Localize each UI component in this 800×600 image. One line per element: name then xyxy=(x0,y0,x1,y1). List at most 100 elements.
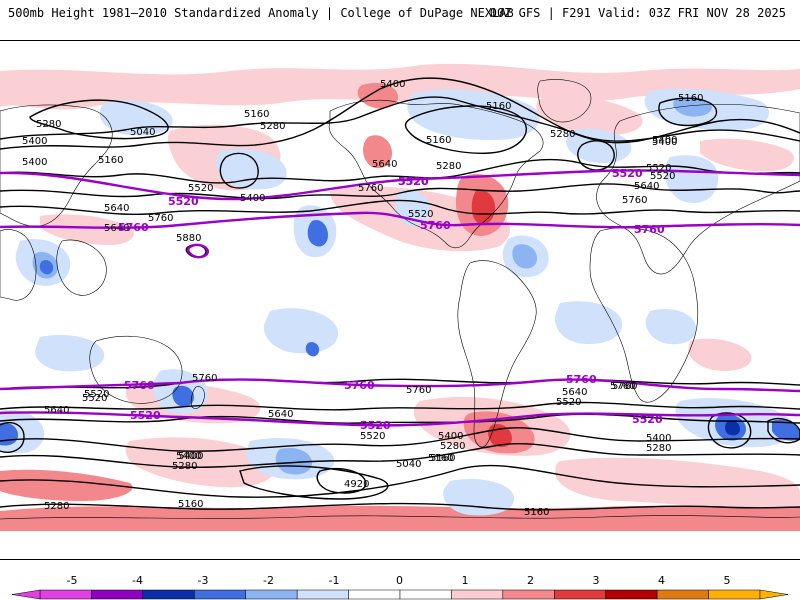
contour-label: 5280 xyxy=(646,443,671,454)
colorbar-segment xyxy=(451,589,504,600)
anomaly-positive-area xyxy=(0,469,133,501)
contour-label: 5160 xyxy=(486,101,511,112)
anomaly-positive-area xyxy=(688,338,752,371)
anomaly-negative-area xyxy=(645,308,697,345)
contour-label: 5640 xyxy=(268,409,293,420)
contour-label: 5640 xyxy=(104,223,129,234)
anomaly-negative-area xyxy=(407,89,540,141)
anomaly-positive-area xyxy=(471,190,496,225)
colorbar-segment xyxy=(502,589,555,600)
contour-5280-antarctic xyxy=(0,502,800,511)
anomaly-positive-area xyxy=(700,138,794,172)
coastline-asia-west xyxy=(0,104,113,227)
colorbar-tick-label: 1 xyxy=(462,574,469,587)
thickness-label: 5760 xyxy=(344,379,375,392)
contour-label: 5520 xyxy=(82,393,107,404)
contour-label: 5400 xyxy=(176,451,201,462)
thickness-label: 5760 xyxy=(118,221,149,234)
colorbar-extend-high xyxy=(759,589,789,600)
contour-label: 5160 xyxy=(678,93,703,104)
anomaly-negative-area xyxy=(725,420,740,436)
colorbar-tick-label: -3 xyxy=(198,574,209,587)
contour-label: 5280 xyxy=(260,121,285,132)
coastlines xyxy=(0,79,800,520)
anomaly-negative-area xyxy=(512,244,538,269)
anomaly-negative-area xyxy=(263,308,339,354)
contour-label: 5160 xyxy=(426,135,451,146)
contour-4920-south xyxy=(316,467,367,494)
anomaly-negative-area xyxy=(307,219,328,247)
contour-label: 5520 xyxy=(650,171,675,182)
thickness-label: 5760 xyxy=(124,379,155,392)
contour-label: 5280 xyxy=(436,161,461,172)
anomaly-positive-area xyxy=(536,96,643,136)
colorbar-segment xyxy=(399,589,452,600)
thickness-label: 5520 xyxy=(130,409,161,422)
coastline-australia xyxy=(89,335,183,404)
contour-label: 5520 xyxy=(360,431,385,442)
colorbar-tick-label: 0 xyxy=(396,574,403,587)
thickness-label: 5760 xyxy=(420,219,451,232)
colorbar-tick-label: 5 xyxy=(724,574,731,587)
anomaly-negative-area xyxy=(772,419,800,441)
contour-label: 5400 xyxy=(652,137,677,148)
anomaly-negative-area xyxy=(566,128,632,164)
contour-label: 5160 xyxy=(524,507,549,518)
map-title: 500mb Height 1981–2010 Standardized Anom… xyxy=(8,6,514,20)
anomaly-negative-area xyxy=(215,149,287,190)
thickness-labels: 5520 5760 5520 5760 5520 5760 5760 5520 … xyxy=(118,167,665,432)
contour-label: 5160 xyxy=(428,453,453,464)
contour-label: 5760 xyxy=(406,385,431,396)
coastline-new-zealand xyxy=(190,386,205,409)
contour-label: 5520 xyxy=(408,209,433,220)
contour-label: 5760 xyxy=(610,381,635,392)
contour-label: 5280 xyxy=(36,119,61,130)
thickness-5520-south xyxy=(0,411,800,427)
contour-vortex xyxy=(767,417,800,444)
colorbar-tick-label: 3 xyxy=(593,574,600,587)
contour-label: 5400 xyxy=(22,157,47,168)
contour-label: 5640 xyxy=(104,203,129,214)
contour-5160-south xyxy=(0,464,800,498)
contour-label: 5760 xyxy=(148,213,173,224)
thickness-5760-north xyxy=(0,211,800,229)
contour-5280-north xyxy=(0,96,800,142)
contour-label: 5520 xyxy=(188,183,213,194)
contour-label: 5760 xyxy=(622,195,647,206)
contour-label: 4920 xyxy=(344,479,369,490)
colorbar-segment xyxy=(554,589,606,600)
thickness-5760-south xyxy=(0,378,800,393)
colorbar-tick-label: 4 xyxy=(658,574,665,587)
colorbar-tick-label: -2 xyxy=(263,574,274,587)
contour-label: 5280 xyxy=(440,441,465,452)
contour-5640-north xyxy=(0,183,800,200)
contour-5520-north xyxy=(0,158,800,184)
contour-label: 5400 xyxy=(652,135,677,146)
colorbar-segment xyxy=(348,589,401,600)
contour-label: 5640 xyxy=(44,405,69,416)
contour-5040-south xyxy=(239,465,389,500)
coastline-southeast-asia xyxy=(56,239,107,296)
contour-label: 5760 xyxy=(612,381,637,392)
contour-5760-south xyxy=(0,378,800,390)
contour-5760-north xyxy=(0,199,800,216)
contour-label: 5760 xyxy=(192,373,217,384)
contour-label: 5640 xyxy=(372,159,397,170)
contour-label: 5400 xyxy=(646,433,671,444)
anomaly-positive-area xyxy=(555,457,800,512)
contour-cyclone xyxy=(219,152,259,189)
thickness-label: 5760 xyxy=(634,223,665,236)
anomaly-negative-area xyxy=(39,260,54,275)
contour-label: 5640 xyxy=(634,181,659,192)
coastline-greenland xyxy=(537,79,592,123)
contour-labels: 5400 5160 5040 5280 5400 5160 5160 5280 … xyxy=(22,79,703,518)
contour-label: 5280 xyxy=(44,501,69,512)
coastline-south-asia xyxy=(0,229,37,301)
contour-label: 5160 xyxy=(98,155,123,166)
thickness-label: 5520 xyxy=(360,419,391,432)
colorbar-tick-label: -5 xyxy=(67,574,78,587)
thickness-label: 5520 xyxy=(612,167,643,180)
contour-label: 5520 xyxy=(556,397,581,408)
thickness-lines xyxy=(0,169,800,427)
coastline-africa xyxy=(589,227,699,403)
